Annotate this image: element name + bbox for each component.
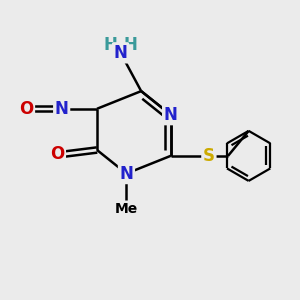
Text: O: O — [50, 146, 64, 164]
Text: Me: Me — [115, 202, 138, 216]
Text: N: N — [55, 100, 69, 118]
Text: H: H — [103, 37, 117, 55]
Text: N: N — [119, 165, 134, 183]
Text: N: N — [114, 44, 128, 62]
Text: O: O — [19, 100, 34, 118]
Text: S: S — [203, 147, 215, 165]
Text: H: H — [124, 37, 138, 55]
Text: N: N — [164, 106, 178, 124]
